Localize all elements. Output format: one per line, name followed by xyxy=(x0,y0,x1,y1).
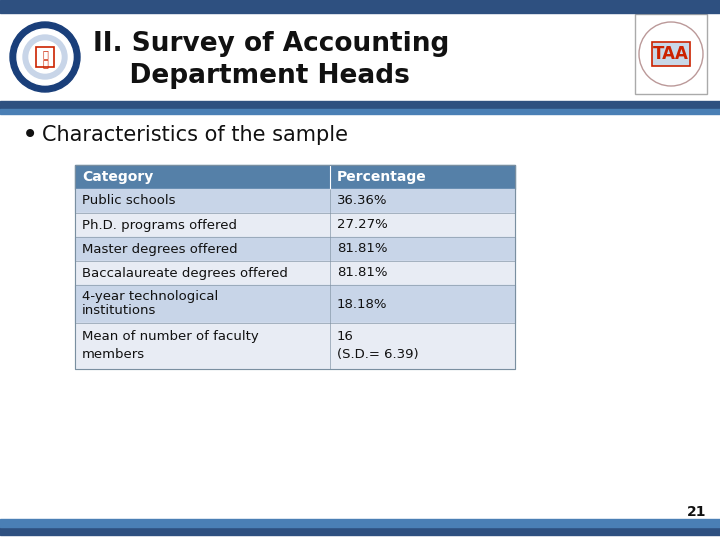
Text: 27.27%: 27.27% xyxy=(337,219,388,232)
Text: 81.81%: 81.81% xyxy=(337,267,387,280)
FancyBboxPatch shape xyxy=(36,47,54,67)
Circle shape xyxy=(10,22,80,92)
Bar xyxy=(75,261,515,285)
FancyBboxPatch shape xyxy=(652,42,690,66)
Bar xyxy=(75,189,515,213)
Text: 臺: 臺 xyxy=(42,49,48,59)
Text: 灣: 灣 xyxy=(42,58,48,68)
Text: Baccalaureate degrees offered: Baccalaureate degrees offered xyxy=(82,267,288,280)
Bar xyxy=(0,109,720,114)
Bar xyxy=(0,519,720,527)
Bar xyxy=(635,14,707,94)
Bar xyxy=(75,323,515,369)
Text: TAA: TAA xyxy=(653,45,689,63)
Bar xyxy=(0,0,720,13)
Bar xyxy=(75,213,515,237)
Text: 36.36%: 36.36% xyxy=(337,194,387,207)
Bar xyxy=(75,285,515,323)
Circle shape xyxy=(17,29,73,85)
Text: 81.81%: 81.81% xyxy=(337,242,387,255)
Text: 16: 16 xyxy=(337,330,354,343)
Text: 21: 21 xyxy=(688,505,707,519)
Bar xyxy=(75,165,515,369)
Text: Characteristics of the sample: Characteristics of the sample xyxy=(42,125,348,145)
Circle shape xyxy=(639,22,703,86)
Text: Ph.D. programs offered: Ph.D. programs offered xyxy=(82,219,237,232)
Circle shape xyxy=(23,35,67,79)
Text: institutions: institutions xyxy=(82,305,156,318)
Text: Public schools: Public schools xyxy=(82,194,176,207)
Text: (S.D.= 6.39): (S.D.= 6.39) xyxy=(337,348,418,361)
Text: Percentage: Percentage xyxy=(337,170,427,184)
Text: Mean of number of faculty: Mean of number of faculty xyxy=(82,330,258,343)
Bar xyxy=(75,237,515,261)
Bar xyxy=(75,165,515,189)
Text: Department Heads: Department Heads xyxy=(93,63,410,89)
Bar xyxy=(0,101,720,109)
Text: 18.18%: 18.18% xyxy=(337,298,387,310)
Text: Master degrees offered: Master degrees offered xyxy=(82,242,238,255)
Bar xyxy=(0,13,720,101)
Bar xyxy=(0,527,720,535)
Text: Category: Category xyxy=(82,170,153,184)
Text: members: members xyxy=(82,348,145,361)
Text: •: • xyxy=(22,121,38,149)
Text: II. Survey of Accounting: II. Survey of Accounting xyxy=(93,31,449,57)
Text: 4-year technological: 4-year technological xyxy=(82,290,218,303)
Circle shape xyxy=(29,41,61,73)
